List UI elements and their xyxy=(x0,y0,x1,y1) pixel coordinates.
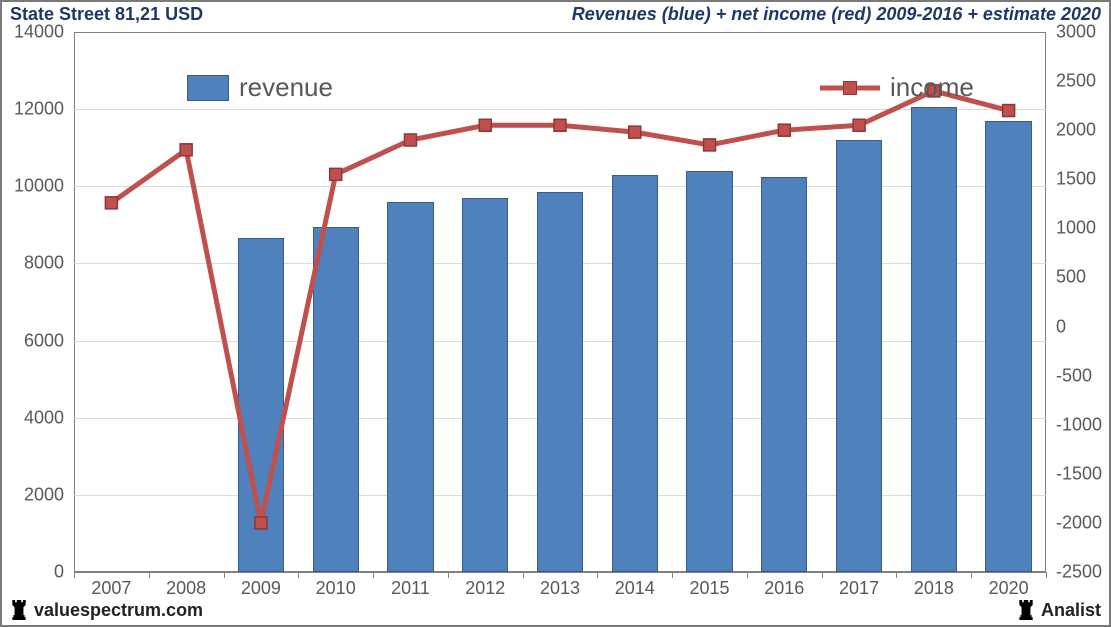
y-right-tick-label: 500 xyxy=(1056,267,1086,288)
gridline xyxy=(74,572,1046,573)
x-tick-mark xyxy=(672,572,673,578)
income-marker xyxy=(180,144,192,156)
footer-left-text: valuespectrum.com xyxy=(34,600,203,621)
income-marker xyxy=(255,517,267,529)
income-marker xyxy=(404,134,416,146)
x-tick-label: 2017 xyxy=(839,578,879,599)
x-tick-mark xyxy=(523,572,524,578)
legend-income: income xyxy=(812,70,982,105)
y-right-tick-label: -500 xyxy=(1056,365,1092,386)
y-left-tick-label: 14000 xyxy=(14,22,64,43)
income-polyline xyxy=(111,91,1008,523)
income-marker xyxy=(704,139,716,151)
y-right-tick-label: 0 xyxy=(1056,316,1066,337)
y-left-tick-label: 12000 xyxy=(14,99,64,120)
x-tick-mark xyxy=(448,572,449,578)
legend-revenue: revenue xyxy=(179,70,341,105)
rook-icon xyxy=(10,600,28,620)
y-left-tick-label: 10000 xyxy=(14,176,64,197)
income-marker xyxy=(479,119,491,131)
x-tick-mark xyxy=(373,572,374,578)
x-tick-mark xyxy=(971,572,972,578)
plot-area: 02000400060008000100001200014000-2500-20… xyxy=(74,32,1046,572)
income-marker xyxy=(629,126,641,138)
y-right-tick-label: 2000 xyxy=(1056,120,1096,141)
x-tick-label: 2012 xyxy=(465,578,505,599)
x-tick-label: 2018 xyxy=(914,578,954,599)
income-marker xyxy=(778,124,790,136)
x-tick-mark xyxy=(822,572,823,578)
x-tick-label: 2014 xyxy=(615,578,655,599)
y-right-tick-label: -1000 xyxy=(1056,414,1102,435)
income-marker xyxy=(554,119,566,131)
x-tick-label: 2016 xyxy=(764,578,804,599)
income-marker xyxy=(330,168,342,180)
legend-revenue-swatch xyxy=(187,75,229,101)
y-left-tick-label: 0 xyxy=(54,562,64,583)
chart-frame: State Street 81,21 USD Revenues (blue) +… xyxy=(0,0,1111,627)
footer-right: Analist xyxy=(1017,600,1101,621)
x-tick-mark xyxy=(1046,572,1047,578)
income-line xyxy=(74,32,1046,572)
income-marker xyxy=(853,119,865,131)
x-tick-mark xyxy=(149,572,150,578)
x-tick-label: 2013 xyxy=(540,578,580,599)
legend-income-label: income xyxy=(890,72,974,103)
y-right-tick-label: 1000 xyxy=(1056,218,1096,239)
x-tick-label: 2009 xyxy=(241,578,281,599)
x-tick-label: 2008 xyxy=(166,578,206,599)
header-title-right: Revenues (blue) + net income (red) 2009-… xyxy=(572,4,1101,25)
legend-income-swatch xyxy=(820,78,880,98)
y-right-tick-label: 1500 xyxy=(1056,169,1096,190)
y-right-tick-label: -2000 xyxy=(1056,512,1102,533)
legend-revenue-label: revenue xyxy=(239,72,333,103)
footer-left: valuespectrum.com xyxy=(10,600,203,621)
x-tick-mark xyxy=(224,572,225,578)
x-tick-mark xyxy=(74,572,75,578)
x-tick-mark xyxy=(896,572,897,578)
x-tick-label: 2020 xyxy=(989,578,1029,599)
income-marker xyxy=(1003,105,1015,117)
footer-right-text: Analist xyxy=(1041,600,1101,621)
y-left-tick-label: 2000 xyxy=(24,484,64,505)
chart-header: State Street 81,21 USD Revenues (blue) +… xyxy=(2,2,1109,28)
income-marker xyxy=(105,197,117,209)
x-tick-mark xyxy=(747,572,748,578)
y-right-tick-label: -2500 xyxy=(1056,562,1102,583)
x-tick-label: 2015 xyxy=(690,578,730,599)
x-tick-label: 2011 xyxy=(391,578,430,599)
y-right-tick-label: -1500 xyxy=(1056,463,1102,484)
y-left-tick-label: 6000 xyxy=(24,330,64,351)
rook-icon xyxy=(1017,600,1035,620)
x-tick-label: 2007 xyxy=(91,578,131,599)
x-tick-label: 2010 xyxy=(316,578,356,599)
y-left-tick-label: 8000 xyxy=(24,253,64,274)
x-tick-mark xyxy=(298,572,299,578)
chart-footer: valuespectrum.com Analist xyxy=(2,597,1109,625)
y-right-tick-label: 3000 xyxy=(1056,22,1096,43)
y-right-tick-label: 2500 xyxy=(1056,71,1096,92)
y-left-tick-label: 4000 xyxy=(24,407,64,428)
x-tick-mark xyxy=(597,572,598,578)
